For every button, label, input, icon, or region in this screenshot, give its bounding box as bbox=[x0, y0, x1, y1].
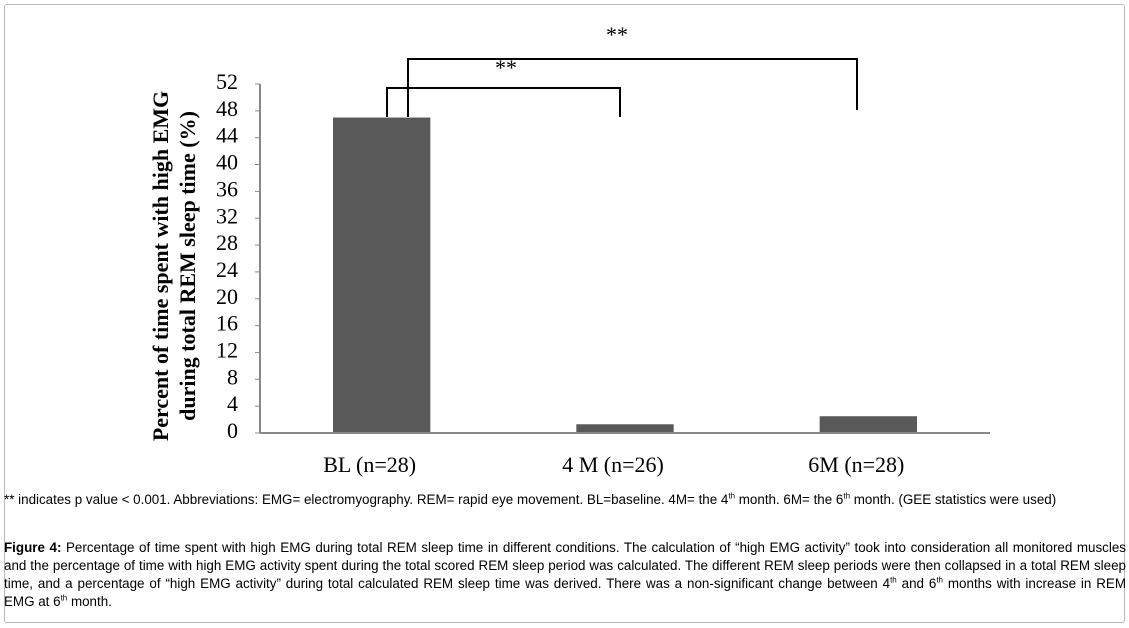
annotation: ** bbox=[495, 55, 517, 80]
superscript: th bbox=[843, 491, 851, 501]
y-tick-label: 32 bbox=[216, 203, 238, 228]
frame bbox=[4, 4, 1125, 623]
y-tick-label: 16 bbox=[216, 311, 238, 336]
annotation: ** bbox=[606, 22, 628, 47]
y-tick-label: 0 bbox=[227, 418, 238, 443]
y-tick-label: 8 bbox=[227, 364, 238, 389]
y-tick-label: 4 bbox=[227, 391, 238, 416]
footnote-text: ** indicates p value < 0.001. Abbreviati… bbox=[4, 492, 729, 507]
y-tick-label: 36 bbox=[216, 176, 238, 201]
bracket bbox=[386, 87, 621, 117]
y-axis-label: during total REM sleep time (%) bbox=[175, 111, 200, 421]
caption: Figure 4: Percentage of time spent with … bbox=[4, 539, 1126, 611]
superscript: th bbox=[728, 491, 736, 501]
y-tick-label: 20 bbox=[216, 284, 238, 309]
bar bbox=[576, 424, 674, 433]
caption-text: month. bbox=[67, 594, 112, 609]
caption-text: months with increase in REM EMG at 6 bbox=[4, 576, 1126, 609]
footnote: ** indicates p value < 0.001. Abbreviati… bbox=[4, 491, 1126, 509]
y-axis-label: Percent of time spent with high EMG bbox=[148, 91, 173, 441]
footnote-text: month. (GEE statistics were used) bbox=[850, 492, 1057, 507]
superscript: th bbox=[936, 575, 943, 585]
bar bbox=[333, 117, 431, 434]
caption-text: Percentage of time spent with high EMG d… bbox=[4, 540, 1126, 591]
y-tick-label: 12 bbox=[216, 338, 238, 363]
caption-label: Figure 4: bbox=[4, 540, 62, 555]
y-tick-label: 40 bbox=[216, 150, 238, 175]
y-tick-label: 52 bbox=[216, 69, 238, 94]
superscript: th bbox=[890, 575, 897, 585]
caption-text: and 6 bbox=[896, 576, 937, 591]
bar bbox=[819, 416, 917, 433]
y-tick-label: 48 bbox=[216, 96, 238, 121]
bracket bbox=[407, 58, 858, 117]
superscript: th bbox=[60, 593, 68, 603]
x-tick-label: 6M (n=28) bbox=[808, 452, 904, 477]
x-tick-label: BL (n=28) bbox=[323, 452, 416, 477]
x-tick-label: 4 M (n=26) bbox=[562, 452, 664, 477]
y-tick-label: 28 bbox=[216, 230, 238, 255]
y-tick-label: 44 bbox=[216, 123, 238, 148]
y-tick-label: 24 bbox=[216, 257, 238, 282]
footnote-text: month. 6M= the 6 bbox=[735, 492, 844, 507]
significance-brackets bbox=[386, 58, 858, 117]
